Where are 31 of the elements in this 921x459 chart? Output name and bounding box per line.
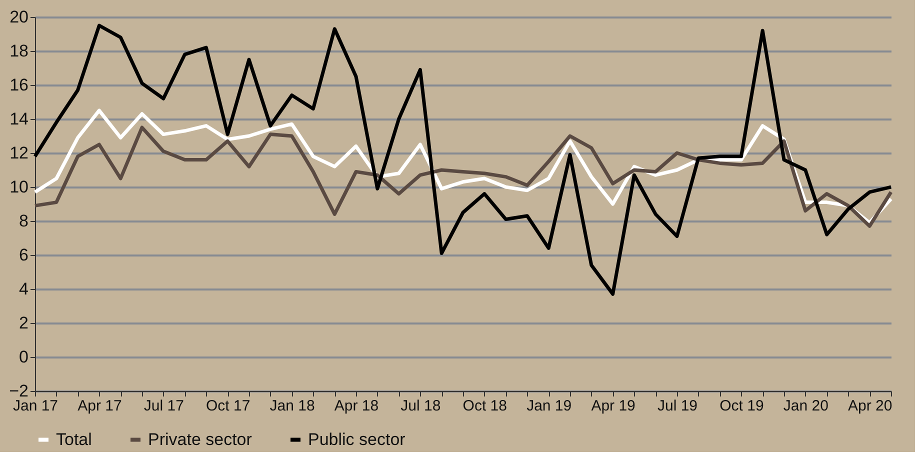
- x-tick-label: Oct 17: [206, 398, 250, 414]
- x-tick-label: Jan 17: [12, 398, 58, 414]
- y-tick-label: 10: [10, 178, 28, 196]
- x-tick-label: Oct 19: [720, 398, 764, 414]
- legend-label: Total: [56, 430, 92, 449]
- y-tick-label: 20: [10, 8, 28, 26]
- x-tick-label: Apr 18: [334, 398, 379, 414]
- y-tick-label: 12: [10, 144, 28, 162]
- y-tick-label: 16: [10, 76, 28, 94]
- y-tick-label: 8: [19, 212, 28, 230]
- x-tick-label: Apr 17: [78, 398, 122, 414]
- legend-label: Public sector: [308, 430, 406, 449]
- x-tick-label: Oct 18: [462, 398, 507, 414]
- x-tick-label: Jan 20: [783, 398, 828, 414]
- x-tick-label: Apr 20: [848, 398, 892, 414]
- y-tick-label: 18: [10, 42, 28, 60]
- x-tick-label: Jan 18: [270, 398, 315, 414]
- x-tick-label: Jul 19: [657, 398, 698, 414]
- y-tick-label: 14: [10, 110, 28, 128]
- legend-label: Private sector: [148, 430, 252, 449]
- x-tick-label: Apr 19: [591, 398, 636, 414]
- y-tick-label: −2: [9, 382, 28, 400]
- line-series: [33, 24, 893, 296]
- y-tick-label: 6: [19, 246, 28, 264]
- y-tick-label: 4: [19, 280, 28, 298]
- line-series: [33, 126, 893, 228]
- y-tick-label: 0: [19, 348, 28, 366]
- y-tick-label: 2: [19, 314, 28, 332]
- x-tick-label: Jan 19: [526, 398, 572, 414]
- x-tick-label: Jul 17: [144, 398, 184, 414]
- x-tick-label: Jul 18: [400, 398, 441, 414]
